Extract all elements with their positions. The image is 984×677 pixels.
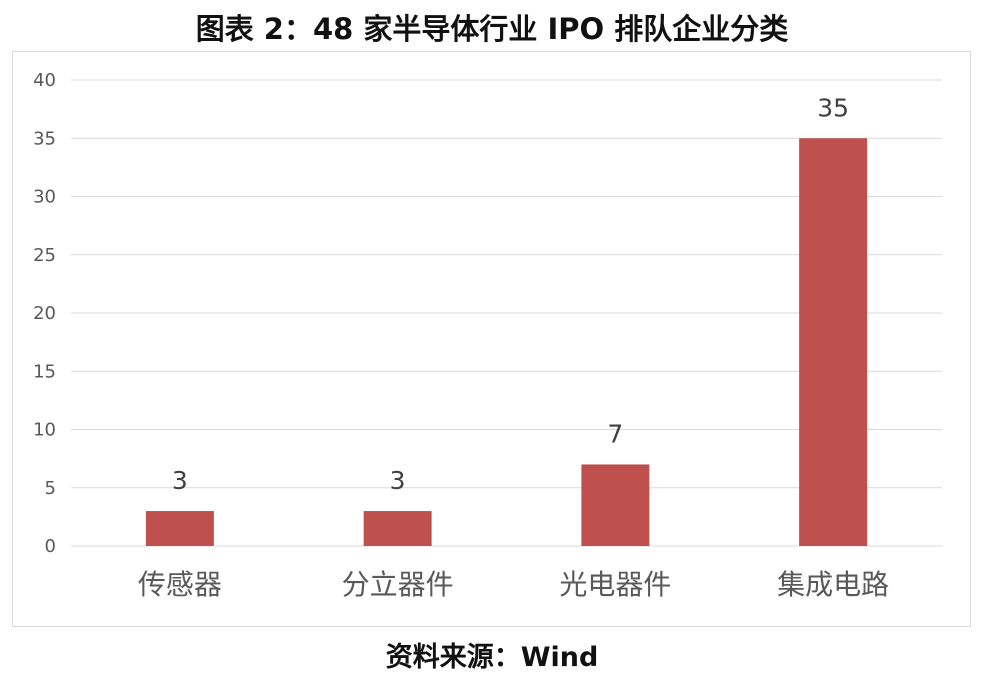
y-tick-label: 25 [33,245,56,266]
bar [799,138,868,546]
source-note: 资料来源：Wind [385,642,599,673]
x-category-label: 集成电路 [777,568,889,601]
data-label: 35 [817,93,849,122]
bar [145,511,214,546]
x-category-label: 传感器 [138,568,222,601]
bar [363,511,432,546]
bar [581,464,650,546]
y-tick-label: 40 [33,70,56,91]
y-tick-label: 35 [33,128,56,149]
chart-title: 图表 2：48 家半导体行业 IPO 排队企业分类 [195,12,789,46]
y-tick-label: 15 [33,361,56,382]
y-tick-label: 10 [33,420,56,441]
data-label: 3 [390,466,406,495]
y-tick-label: 30 [33,187,56,208]
data-label: 7 [607,419,623,448]
x-category-label: 分立器件 [342,568,454,601]
y-tick-label: 20 [33,303,56,324]
data-label: 3 [172,466,188,495]
chart-frame [12,51,971,627]
y-tick-label: 5 [45,478,56,499]
x-category-label: 光电器件 [559,568,671,601]
y-tick-label: 0 [45,536,56,557]
